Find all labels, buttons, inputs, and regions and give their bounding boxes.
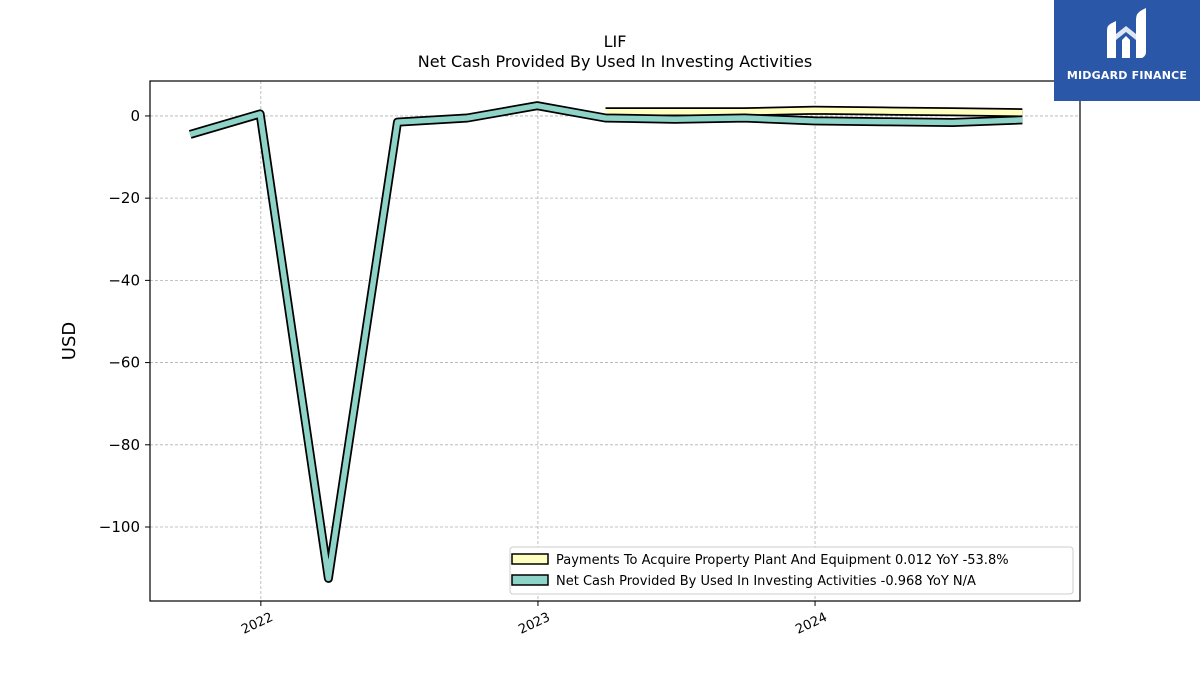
midgard-finance-logo: MIDGARD FINANCE xyxy=(1054,0,1200,101)
series-line-1 xyxy=(605,107,1023,116)
legend-label: Payments To Acquire Property Plant And E… xyxy=(556,553,1009,568)
x-axis: 2022 2023 2024 xyxy=(239,601,830,638)
y-tick-label: −80 xyxy=(108,436,140,454)
y-tick-label: −100 xyxy=(99,518,140,536)
legend-swatch xyxy=(511,553,549,565)
x-tick-label: 2022 xyxy=(239,610,275,638)
y-tick-label: 0 xyxy=(130,107,140,125)
legend-swatch xyxy=(511,574,549,586)
x-tick-label: 2024 xyxy=(793,610,829,638)
plot-frame xyxy=(149,80,1081,602)
series-lines xyxy=(188,101,1023,583)
y-axis-label: USD xyxy=(59,322,80,360)
y-axis: 0 −20 −40 −60 −80 −100 xyxy=(99,107,150,536)
logo-text: MIDGARD FINANCE xyxy=(1066,69,1188,82)
y-tick-label: −20 xyxy=(108,189,140,207)
x-tick-label: 2023 xyxy=(516,610,552,638)
y-tick-label: −60 xyxy=(108,354,140,372)
series-outline-2 xyxy=(188,101,1023,583)
chart-subtitle: Net Cash Provided By Used In Investing A… xyxy=(417,52,813,71)
legend: Payments To Acquire Property Plant And E… xyxy=(509,546,1074,595)
logo-mark-icon xyxy=(1107,8,1146,58)
y-tick-label: −40 xyxy=(108,271,140,289)
chart-title: LIF xyxy=(603,32,627,51)
series-line-2 xyxy=(189,102,1023,582)
legend-box xyxy=(509,546,1074,595)
legend-label: Net Cash Provided By Used In Investing A… xyxy=(556,574,976,589)
